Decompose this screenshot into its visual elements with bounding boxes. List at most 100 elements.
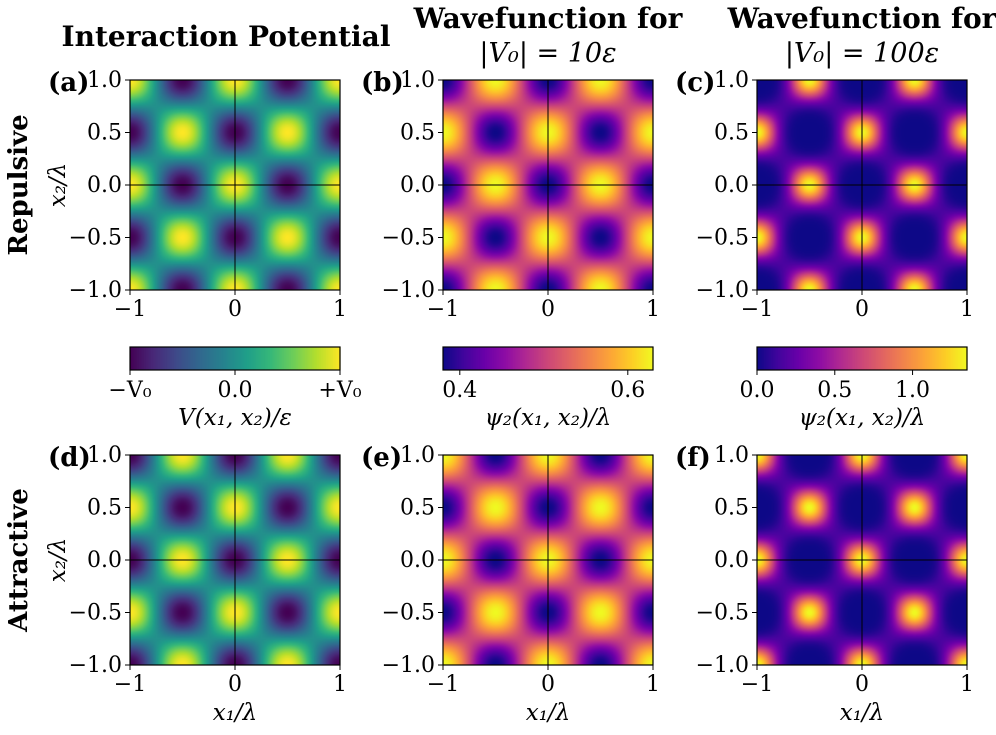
colorbar-segment bbox=[215, 347, 219, 370]
colorbar-segment bbox=[221, 347, 224, 370]
colorbar-segment bbox=[303, 347, 306, 370]
colorbar-segment bbox=[474, 347, 477, 370]
colorbar-tick-label: +V₀ bbox=[318, 378, 361, 403]
colorbar-segment bbox=[280, 347, 283, 370]
colorbar-segment bbox=[790, 347, 793, 370]
colorbar-segment bbox=[173, 347, 177, 370]
colorbar-segment bbox=[764, 347, 767, 370]
colorbar-segment bbox=[495, 347, 498, 370]
colorbar-segment bbox=[799, 347, 802, 370]
colorbar-segment bbox=[563, 347, 567, 370]
colorbar-segment bbox=[299, 347, 303, 370]
colorbar-segment bbox=[905, 347, 909, 370]
colorbar-segment bbox=[187, 347, 191, 370]
colorbar-segment bbox=[637, 347, 640, 370]
colorbar-segment bbox=[778, 347, 781, 370]
colorbar-segment bbox=[528, 347, 532, 370]
y-tick-label: 1.0 bbox=[714, 443, 749, 468]
y-axis-label-top: x₂/λ bbox=[45, 163, 71, 208]
colorbar-segment bbox=[600, 347, 603, 370]
colorbar-segment bbox=[555, 347, 558, 370]
colorbar-segment bbox=[205, 347, 208, 370]
colorbar-segment bbox=[902, 347, 905, 370]
colorbar-segment bbox=[925, 347, 928, 370]
colorbar-segment bbox=[486, 347, 490, 370]
colorbar-segment bbox=[448, 347, 451, 370]
colorbar-segment bbox=[619, 347, 623, 370]
colorbar-segment bbox=[513, 347, 516, 370]
colorbar-segment bbox=[549, 347, 553, 370]
colorbar-segment bbox=[553, 347, 556, 370]
colorbar-segment bbox=[133, 347, 136, 370]
colorbar-segment bbox=[604, 347, 607, 370]
colorbar-segment bbox=[492, 347, 495, 370]
colorbar-segment bbox=[478, 347, 481, 370]
colorbar-segment bbox=[818, 347, 821, 370]
colorbar-segment bbox=[319, 347, 322, 370]
colorbar-segment bbox=[521, 347, 525, 370]
colorbar-segment bbox=[598, 347, 602, 370]
colorbar-segment bbox=[919, 347, 923, 370]
colorbar-segment bbox=[259, 347, 262, 370]
colorbar-segment bbox=[523, 347, 526, 370]
y-tick-label: 0.0 bbox=[714, 173, 749, 198]
colorbar-segment bbox=[535, 347, 539, 370]
y-tick-label: −0.5 bbox=[382, 601, 435, 626]
colorbar-segment bbox=[639, 347, 642, 370]
y-tick-label: −0.5 bbox=[69, 226, 122, 251]
colorbar-segment bbox=[327, 347, 331, 370]
colorbar-segment bbox=[834, 347, 837, 370]
colorbar-segment bbox=[792, 347, 795, 370]
colorbar-segment bbox=[616, 347, 619, 370]
colorbar-segment bbox=[767, 347, 770, 370]
colorbar-segment bbox=[930, 347, 933, 370]
colorbar-segment bbox=[593, 347, 596, 370]
colorbar-segment bbox=[813, 347, 816, 370]
colorbar-segment bbox=[287, 347, 290, 370]
colorbar-segment bbox=[788, 347, 791, 370]
colorbar-segment bbox=[623, 347, 626, 370]
colorbar-segment bbox=[198, 347, 201, 370]
y-tick-label: −1.0 bbox=[382, 278, 435, 303]
colorbar-segment bbox=[252, 347, 255, 370]
x-tick-label: 1 bbox=[333, 672, 347, 697]
colorbar-segment bbox=[605, 347, 609, 370]
colorbar-segment bbox=[576, 347, 579, 370]
colorbar-segment bbox=[159, 347, 163, 370]
x-tick-label: −1 bbox=[427, 297, 459, 322]
colorbar-segment bbox=[816, 347, 819, 370]
colorbar-segment bbox=[179, 347, 182, 370]
y-tick-label: 0.0 bbox=[87, 173, 122, 198]
colorbar-segment bbox=[579, 347, 582, 370]
colorbar-segment bbox=[883, 347, 886, 370]
colorbar-segment bbox=[444, 347, 448, 370]
colorbar-segment bbox=[590, 347, 593, 370]
x-tick-label: −1 bbox=[741, 297, 773, 322]
colorbar-segment bbox=[820, 347, 823, 370]
colorbar-segment bbox=[891, 347, 895, 370]
colorbar-segment bbox=[168, 347, 171, 370]
colorbar-segment bbox=[201, 347, 205, 370]
colorbar-segment bbox=[841, 347, 844, 370]
colorbar-segment bbox=[497, 347, 500, 370]
colorbar-segment bbox=[612, 347, 616, 370]
colorbar-segment bbox=[572, 347, 575, 370]
colorbar-segment bbox=[909, 347, 912, 370]
row-label-attractive: Attractive bbox=[4, 488, 34, 633]
colorbar-segment bbox=[570, 347, 574, 370]
colorbar-segment bbox=[562, 347, 565, 370]
x-tick-label: 0 bbox=[228, 672, 242, 697]
y-tick-label: −1.0 bbox=[69, 278, 122, 303]
colorbar-segment bbox=[196, 347, 199, 370]
y-tick-label: 0.5 bbox=[87, 496, 122, 521]
colorbar-segment bbox=[898, 347, 902, 370]
colorbar-segment bbox=[261, 347, 264, 370]
colorbar-segment bbox=[779, 347, 783, 370]
colorbar-tick-label: 0.0 bbox=[740, 378, 775, 403]
colorbar-segment bbox=[849, 347, 853, 370]
colorbar-segment bbox=[263, 347, 266, 370]
colorbar-segment bbox=[771, 347, 774, 370]
colorbar-segment bbox=[633, 347, 637, 370]
column-title-1: Interaction Potential bbox=[62, 20, 391, 53]
